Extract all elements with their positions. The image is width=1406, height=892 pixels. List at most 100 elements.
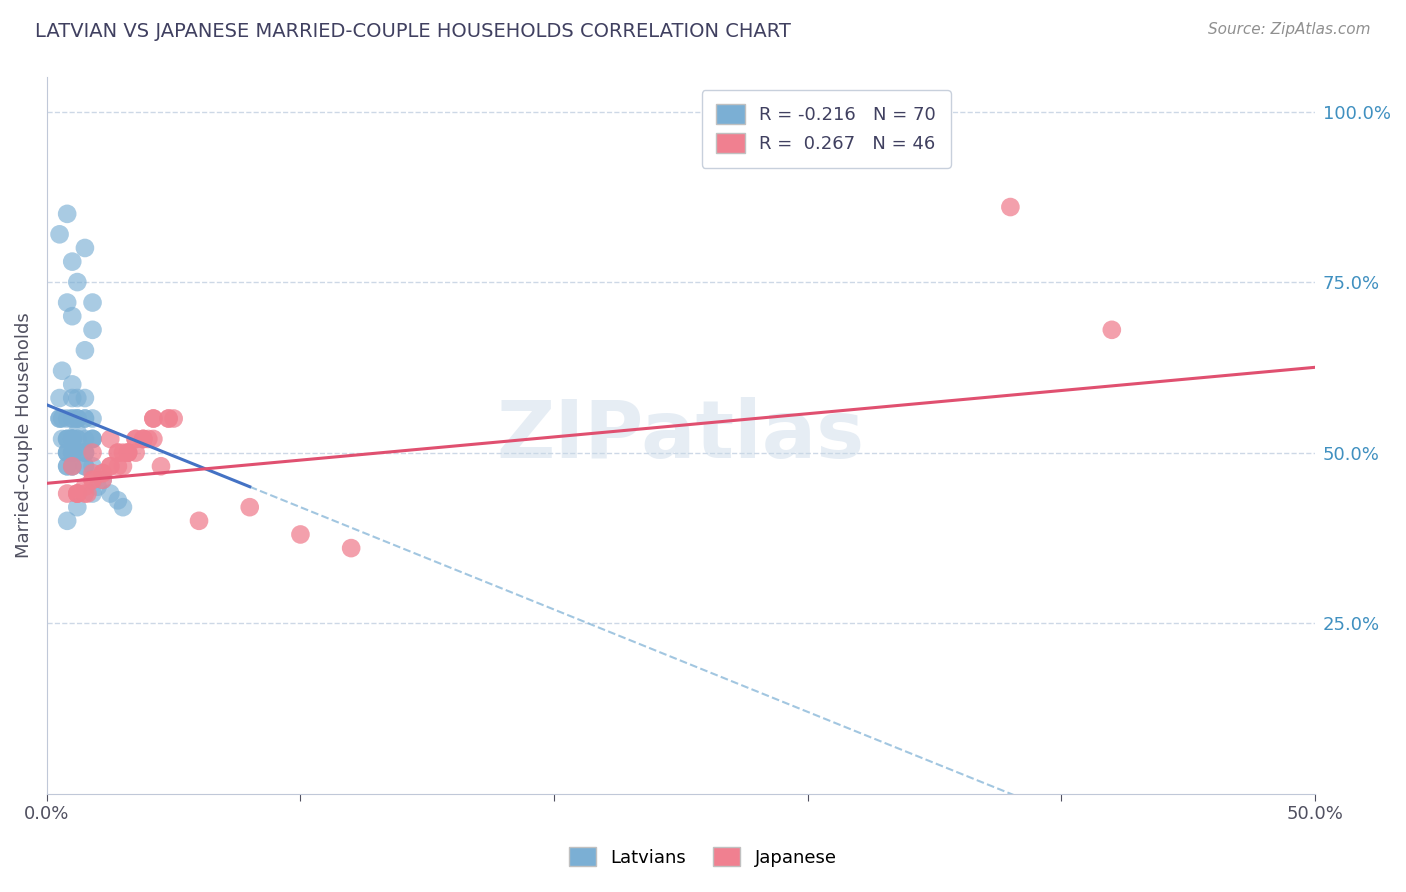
Point [82,473,104,487]
Text: ZIPatlas: ZIPatlas [496,397,865,475]
Point [82,466,104,480]
Point [73,459,96,474]
Point [136,432,159,446]
Point [73,445,96,459]
Point [82,473,104,487]
Point [56,295,79,310]
Point [56,459,79,474]
Point [73,411,96,425]
Point [73,480,96,494]
Point [56,445,79,459]
Point [107,493,129,508]
Point [56,486,79,500]
Point [86,480,108,494]
Point [66,486,89,500]
Point [60,432,83,446]
Point [157,411,180,425]
Y-axis label: Married-couple Households: Married-couple Households [15,313,32,558]
Point [60,459,83,474]
Point [60,432,83,446]
Point [60,377,83,392]
Point [142,411,165,425]
Point [48,411,70,425]
Point [73,241,96,255]
Point [51,411,73,425]
Point [1101,323,1123,337]
Point [73,445,96,459]
Point [239,500,262,515]
Point [142,411,165,425]
Point [48,391,70,405]
Point [60,432,83,446]
Point [66,500,89,515]
Legend: Latvians, Japanese: Latvians, Japanese [562,840,844,874]
Point [82,411,104,425]
Point [91,466,114,480]
Point [56,432,79,446]
Point [117,445,139,459]
Point [157,411,180,425]
Point [111,459,134,474]
Point [66,445,89,459]
Point [66,411,89,425]
Point [91,473,114,487]
Point [73,486,96,500]
Point [60,432,83,446]
Point [124,432,146,446]
Point [60,309,83,323]
Point [66,486,89,500]
Point [107,459,129,474]
Point [98,459,121,474]
Point [73,411,96,425]
Point [66,411,89,425]
Point [48,411,70,425]
Point [66,425,89,439]
Point [56,459,79,474]
Point [56,445,79,459]
Point [124,432,146,446]
Point [60,459,83,474]
Point [82,432,104,446]
Point [290,527,312,541]
Point [98,459,121,474]
Point [56,514,79,528]
Point [91,473,114,487]
Point [60,254,83,268]
Point [82,486,104,500]
Point [73,432,96,446]
Point [107,445,129,459]
Point [188,514,211,528]
Point [117,445,139,459]
Point [132,432,155,446]
Point [76,486,98,500]
Point [107,445,129,459]
Point [56,445,79,459]
Point [117,445,139,459]
Point [60,432,83,446]
Point [82,432,104,446]
Point [82,459,104,474]
Point [91,466,114,480]
Point [82,323,104,337]
Point [60,411,83,425]
Point [60,445,83,459]
Point [51,432,73,446]
Point [340,541,363,555]
Point [111,445,134,459]
Point [98,486,121,500]
Point [82,432,104,446]
Point [142,432,165,446]
Point [111,500,134,515]
Point [82,445,104,459]
Point [163,411,186,425]
Point [73,343,96,358]
Text: LATVIAN VS JAPANESE MARRIED-COUPLE HOUSEHOLDS CORRELATION CHART: LATVIAN VS JAPANESE MARRIED-COUPLE HOUSE… [35,22,792,41]
Point [73,391,96,405]
Point [132,432,155,446]
Point [73,459,96,474]
Point [66,391,89,405]
Point [66,432,89,446]
Point [51,364,73,378]
Point [66,275,89,289]
Point [124,445,146,459]
